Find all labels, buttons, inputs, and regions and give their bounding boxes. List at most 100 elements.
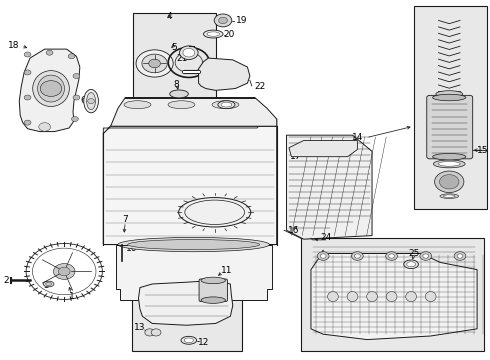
Ellipse shape [170,90,188,98]
Ellipse shape [38,75,65,102]
Text: 20: 20 [223,30,235,39]
Circle shape [24,120,31,125]
Ellipse shape [84,89,98,113]
Circle shape [318,252,329,260]
Ellipse shape [87,93,96,110]
Text: 14: 14 [352,133,363,142]
Circle shape [354,254,360,258]
Ellipse shape [207,32,220,36]
Text: 8: 8 [174,81,179,90]
Circle shape [73,95,80,100]
Polygon shape [311,250,477,339]
Circle shape [68,54,75,59]
Polygon shape [19,49,80,132]
Ellipse shape [201,297,225,303]
Text: 13: 13 [134,323,146,332]
Circle shape [145,329,155,336]
Polygon shape [139,280,233,325]
Text: 3: 3 [43,281,49,290]
Circle shape [46,50,53,55]
Polygon shape [103,119,277,134]
Text: 18: 18 [8,41,20,50]
Text: 22: 22 [254,82,265,91]
Text: 10: 10 [126,244,137,253]
Ellipse shape [433,160,465,168]
Circle shape [435,171,464,193]
Circle shape [53,264,75,279]
Text: 25: 25 [408,249,419,258]
Circle shape [24,70,31,75]
Text: 24: 24 [320,233,331,242]
Ellipse shape [221,102,232,107]
Polygon shape [116,244,272,300]
Circle shape [149,59,160,68]
Ellipse shape [440,194,459,198]
Circle shape [457,254,463,258]
Circle shape [386,252,397,260]
Circle shape [151,329,161,336]
Circle shape [214,14,232,27]
Text: 11: 11 [220,266,232,275]
FancyBboxPatch shape [199,279,227,302]
Circle shape [351,252,363,260]
Circle shape [142,54,167,73]
Ellipse shape [436,91,463,97]
Ellipse shape [212,101,239,109]
Polygon shape [289,140,357,157]
Circle shape [389,254,394,258]
Ellipse shape [425,292,436,302]
Ellipse shape [201,277,225,284]
Text: 6: 6 [80,96,86,105]
Text: 1: 1 [69,292,74,301]
Text: 23: 23 [236,103,247,112]
Circle shape [72,117,78,122]
FancyBboxPatch shape [427,95,473,159]
Ellipse shape [404,260,418,269]
Circle shape [136,50,173,77]
Polygon shape [287,135,372,239]
Ellipse shape [168,101,195,109]
Ellipse shape [33,71,70,107]
FancyBboxPatch shape [301,238,485,351]
Ellipse shape [46,282,51,285]
Circle shape [219,17,227,24]
Ellipse shape [347,292,358,302]
Ellipse shape [386,292,397,302]
Circle shape [423,254,429,258]
FancyBboxPatch shape [133,13,216,101]
Ellipse shape [433,94,466,101]
Text: 2: 2 [4,276,9,285]
Ellipse shape [406,292,416,302]
Ellipse shape [328,292,338,302]
Ellipse shape [443,195,455,197]
Ellipse shape [124,101,151,109]
Ellipse shape [181,336,196,344]
Ellipse shape [203,30,223,38]
Circle shape [58,267,70,276]
Text: 16: 16 [288,226,299,235]
Ellipse shape [128,239,260,249]
Ellipse shape [118,237,270,252]
Polygon shape [111,98,277,126]
Ellipse shape [407,262,416,267]
Ellipse shape [43,281,54,287]
Text: 4: 4 [167,12,172,21]
FancyBboxPatch shape [414,6,487,209]
Circle shape [440,175,459,189]
Ellipse shape [179,198,251,227]
Polygon shape [103,126,277,244]
Circle shape [24,95,31,100]
Text: 17: 17 [290,152,301,161]
Ellipse shape [218,101,235,109]
Ellipse shape [179,46,198,59]
Text: 19: 19 [236,16,247,25]
Circle shape [24,52,31,57]
Text: 21: 21 [177,54,188,63]
Circle shape [39,123,50,131]
Text: 7: 7 [122,215,128,224]
Circle shape [420,252,432,260]
Circle shape [73,73,80,78]
Text: 5: 5 [172,43,177,52]
Ellipse shape [183,48,195,57]
Circle shape [320,254,326,258]
